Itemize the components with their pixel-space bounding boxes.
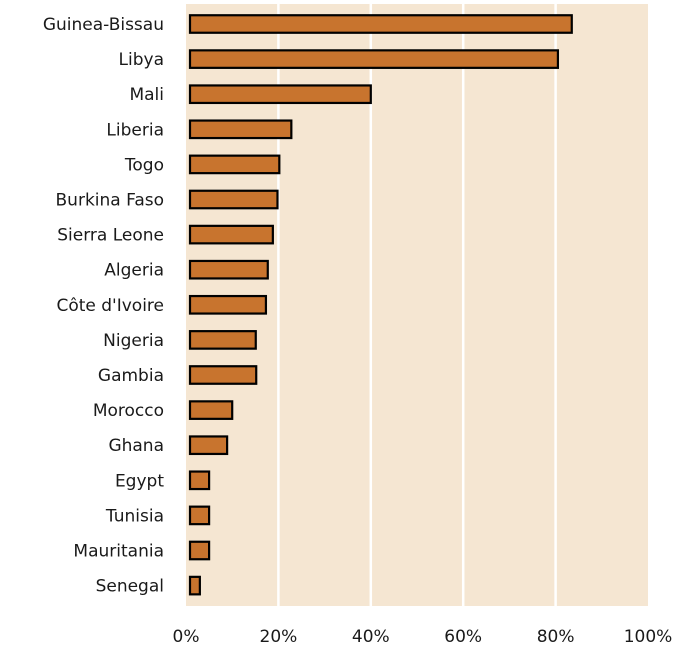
category-label: Egypt xyxy=(115,471,164,491)
category-label: Liberia xyxy=(106,120,164,140)
x-tick-label: 0% xyxy=(173,627,200,646)
bar xyxy=(188,259,269,280)
x-tick-label: 60% xyxy=(444,627,482,646)
x-tick-label: 40% xyxy=(352,627,390,646)
bar xyxy=(188,84,372,105)
bar xyxy=(188,189,279,210)
category-label: Ghana xyxy=(108,436,164,456)
x-tick-labels: 0% 20% 40% 60% 80% 100% xyxy=(173,627,673,647)
category-label: Côte d'Ivoire xyxy=(56,296,164,316)
category-label: Senegal xyxy=(96,577,164,597)
bar xyxy=(188,435,229,456)
bar xyxy=(188,224,274,245)
category-label: Gambia xyxy=(98,366,164,386)
bar xyxy=(188,119,293,140)
bar xyxy=(188,49,560,69)
bar xyxy=(188,14,573,34)
x-tick-label: 80% xyxy=(537,627,575,646)
category-label: Nigeria xyxy=(103,331,164,351)
category-label: Guinea-Bissau xyxy=(43,15,164,35)
x-tick-label: 20% xyxy=(260,627,298,646)
bar xyxy=(188,505,211,526)
category-label: Burkina Faso xyxy=(56,191,164,211)
bar xyxy=(188,540,211,561)
category-label: Sierra Leone xyxy=(57,226,164,246)
category-label: Togo xyxy=(124,155,164,175)
bar xyxy=(188,330,257,350)
category-label: Mauritania xyxy=(73,542,164,562)
category-label: Morocco xyxy=(93,401,164,421)
x-tick-label: 100% xyxy=(624,627,673,646)
category-label: Libya xyxy=(119,50,164,70)
bar xyxy=(188,470,211,491)
gridlines xyxy=(277,4,557,606)
bar xyxy=(188,575,201,596)
category-labels: Guinea-Bissau Libya Mali Liberia Togo Burkina… xyxy=(43,15,164,597)
bar xyxy=(188,365,258,385)
category-label: Mali xyxy=(129,85,164,105)
category-label: Tunisia xyxy=(105,506,164,526)
bar xyxy=(188,294,268,315)
bar xyxy=(188,400,234,420)
bar xyxy=(188,154,281,175)
category-label: Algeria xyxy=(104,261,164,281)
bars xyxy=(188,14,573,596)
